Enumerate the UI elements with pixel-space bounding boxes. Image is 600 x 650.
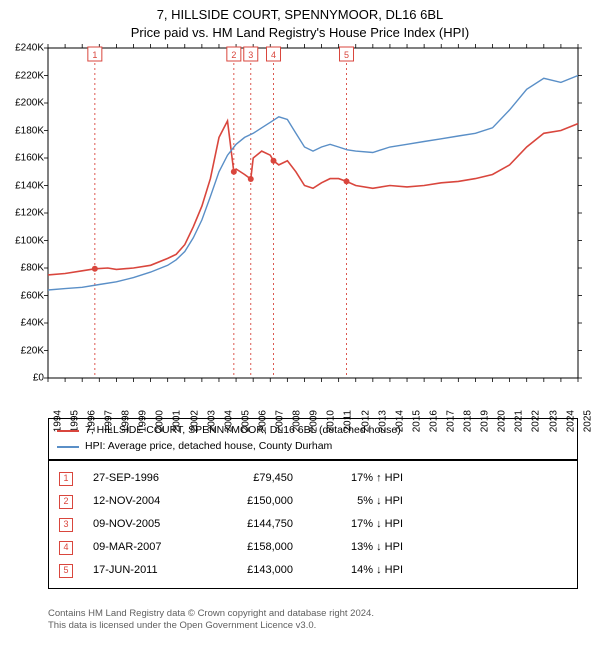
sale-price: £143,000	[213, 559, 293, 582]
footer-line2: This data is licensed under the Open Gov…	[48, 620, 578, 632]
y-tick-label: £200K	[15, 98, 44, 109]
footer-attribution: Contains HM Land Registry data © Crown c…	[48, 608, 578, 633]
svg-text:2: 2	[231, 50, 236, 60]
sale-marker-icon: 5	[59, 564, 73, 578]
svg-text:4: 4	[271, 50, 276, 60]
legend-swatch-hpi	[57, 446, 79, 448]
y-tick-label: £60K	[21, 290, 44, 301]
sale-marker-icon: 1	[59, 472, 73, 486]
x-axis-labels: 1994199519961997199819992000200120022003…	[48, 380, 578, 416]
sale-pct: 5% ↓ HPI	[313, 490, 403, 513]
sale-marker-icon: 2	[59, 495, 73, 509]
sale-marker-icon: 4	[59, 541, 73, 555]
y-tick-label: £140K	[15, 180, 44, 191]
sale-row: 1 27-SEP-1996 £79,450 17% ↑ HPI	[59, 467, 567, 490]
title-address: 7, HILLSIDE COURT, SPENNYMOOR, DL16 6BL	[0, 6, 600, 24]
sale-date: 12-NOV-2004	[93, 490, 193, 513]
y-tick-label: £100K	[15, 235, 44, 246]
sale-row: 4 09-MAR-2007 £158,000 13% ↓ HPI	[59, 536, 567, 559]
sale-row: 2 12-NOV-2004 £150,000 5% ↓ HPI	[59, 490, 567, 513]
sale-date: 09-NOV-2005	[93, 513, 193, 536]
y-tick-label: £160K	[15, 153, 44, 164]
svg-text:3: 3	[248, 50, 253, 60]
sale-date: 17-JUN-2011	[93, 559, 193, 582]
sale-price: £79,450	[213, 467, 293, 490]
sale-row: 5 17-JUN-2011 £143,000 14% ↓ HPI	[59, 559, 567, 582]
svg-text:1: 1	[92, 50, 97, 60]
y-tick-label: £0	[33, 373, 44, 384]
legend-box: 7, HILLSIDE COURT, SPENNYMOOR, DL16 6BL …	[48, 418, 578, 460]
sale-price: £158,000	[213, 536, 293, 559]
legend-item-property: 7, HILLSIDE COURT, SPENNYMOOR, DL16 6BL …	[57, 423, 569, 439]
y-tick-label: £40K	[21, 318, 44, 329]
sale-row: 3 09-NOV-2005 £144,750 17% ↓ HPI	[59, 513, 567, 536]
y-tick-label: £240K	[15, 43, 44, 54]
sale-pct: 14% ↓ HPI	[313, 559, 403, 582]
chart-svg: 1 2 3 4 5	[48, 48, 578, 378]
legend-label-property: 7, HILLSIDE COURT, SPENNYMOOR, DL16 6BL …	[85, 423, 401, 439]
sale-price: £144,750	[213, 513, 293, 536]
sale-pct: 17% ↑ HPI	[313, 467, 403, 490]
sale-date: 09-MAR-2007	[93, 536, 193, 559]
footer-line1: Contains HM Land Registry data © Crown c…	[48, 608, 578, 620]
y-axis-labels: £0£20K£40K£60K£80K£100K£120K£140K£160K£1…	[0, 48, 46, 378]
sale-price: £150,000	[213, 490, 293, 513]
title-subtitle: Price paid vs. HM Land Registry's House …	[0, 24, 600, 42]
sales-table: 1 27-SEP-1996 £79,450 17% ↑ HPI 2 12-NOV-2004…	[48, 460, 578, 589]
chart-title-block: 7, HILLSIDE COURT, SPENNYMOOR, DL16 6BL …	[0, 0, 600, 42]
y-tick-label: £220K	[15, 70, 44, 81]
legend-item-hpi: HPI: Average price, detached house, Coun…	[57, 439, 569, 455]
y-tick-label: £180K	[15, 125, 44, 136]
x-tick-label: 2025	[582, 410, 593, 432]
legend-label-hpi: HPI: Average price, detached house, Coun…	[85, 439, 332, 455]
y-tick-label: £20K	[21, 345, 44, 356]
sale-marker-icon: 3	[59, 518, 73, 532]
y-tick-label: £120K	[15, 208, 44, 219]
svg-text:5: 5	[344, 50, 349, 60]
sale-pct: 17% ↓ HPI	[313, 513, 403, 536]
page-container: 7, HILLSIDE COURT, SPENNYMOOR, DL16 6BL …	[0, 0, 600, 650]
price-chart: 1 2 3 4 5	[48, 48, 578, 378]
sale-pct: 13% ↓ HPI	[313, 536, 403, 559]
legend-swatch-property	[57, 430, 79, 432]
sale-date: 27-SEP-1996	[93, 467, 193, 490]
y-tick-label: £80K	[21, 263, 44, 274]
